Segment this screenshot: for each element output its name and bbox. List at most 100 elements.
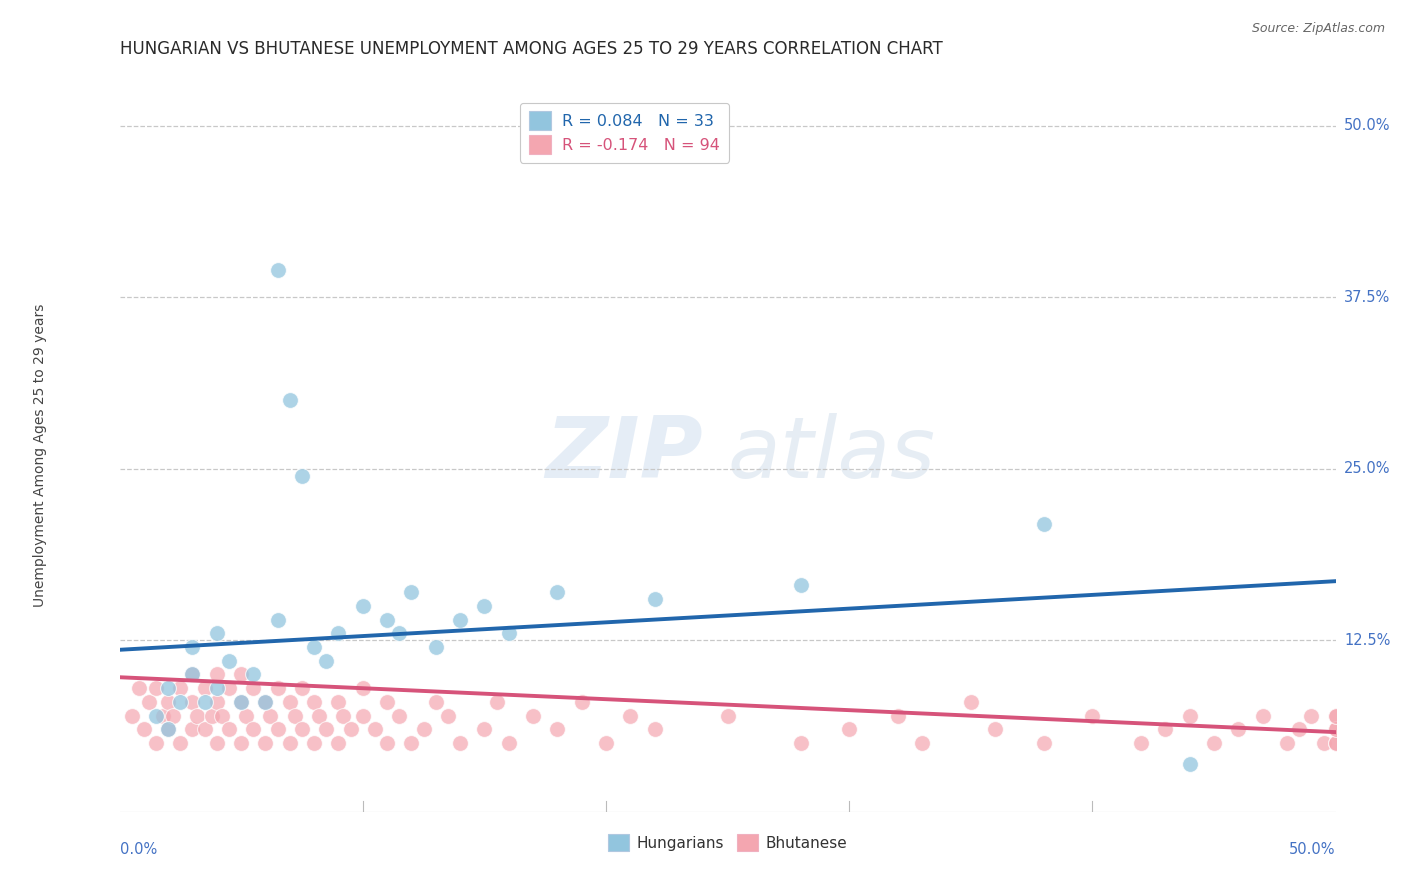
- Point: [1324, 736, 1347, 750]
- Point: [328, 695, 350, 709]
- Point: [498, 626, 520, 640]
- Point: [1251, 708, 1274, 723]
- Point: [138, 695, 160, 709]
- Point: [194, 723, 217, 737]
- Point: [242, 681, 264, 696]
- Point: [181, 723, 204, 737]
- Point: [302, 736, 325, 750]
- Point: [1130, 736, 1153, 750]
- Point: [352, 681, 374, 696]
- Point: [717, 708, 740, 723]
- Point: [1178, 756, 1201, 771]
- Text: Source: ZipAtlas.com: Source: ZipAtlas.com: [1251, 22, 1385, 36]
- Point: [278, 392, 301, 407]
- Point: [425, 640, 447, 654]
- Point: [266, 613, 288, 627]
- Point: [1178, 708, 1201, 723]
- Point: [205, 626, 228, 640]
- Point: [388, 626, 411, 640]
- Point: [266, 262, 288, 277]
- Point: [911, 736, 934, 750]
- Point: [1227, 723, 1250, 737]
- Point: [291, 468, 314, 483]
- Point: [152, 708, 174, 723]
- Text: 0.0%: 0.0%: [120, 842, 156, 857]
- Point: [328, 736, 350, 750]
- Point: [425, 695, 447, 709]
- Point: [472, 599, 496, 613]
- Text: 12.5%: 12.5%: [1344, 632, 1391, 648]
- Point: [1032, 516, 1054, 531]
- Point: [242, 667, 264, 681]
- Point: [169, 681, 191, 696]
- Text: 50.0%: 50.0%: [1289, 842, 1336, 857]
- Text: 25.0%: 25.0%: [1344, 461, 1391, 476]
- Point: [1275, 736, 1298, 750]
- Point: [169, 695, 191, 709]
- Point: [375, 695, 398, 709]
- Point: [339, 723, 361, 737]
- Point: [619, 708, 641, 723]
- Point: [1324, 708, 1347, 723]
- Text: 37.5%: 37.5%: [1344, 290, 1391, 304]
- Point: [352, 708, 374, 723]
- Text: Unemployment Among Ages 25 to 29 years: Unemployment Among Ages 25 to 29 years: [34, 303, 48, 607]
- Point: [498, 736, 520, 750]
- Point: [364, 723, 387, 737]
- Text: HUNGARIAN VS BHUTANESE UNEMPLOYMENT AMONG AGES 25 TO 29 YEARS CORRELATION CHART: HUNGARIAN VS BHUTANESE UNEMPLOYMENT AMON…: [120, 40, 942, 58]
- Point: [254, 736, 277, 750]
- Point: [571, 695, 593, 709]
- Point: [437, 708, 460, 723]
- Point: [412, 723, 434, 737]
- Point: [644, 723, 666, 737]
- Point: [1324, 723, 1347, 737]
- Point: [231, 695, 253, 709]
- Point: [205, 681, 228, 696]
- Point: [291, 681, 314, 696]
- Point: [522, 708, 544, 723]
- Point: [388, 708, 411, 723]
- Point: [1301, 708, 1323, 723]
- Point: [315, 723, 337, 737]
- Point: [218, 723, 240, 737]
- Point: [789, 736, 811, 750]
- Point: [235, 708, 257, 723]
- Point: [284, 708, 307, 723]
- Point: [181, 640, 204, 654]
- Point: [186, 708, 208, 723]
- Point: [291, 723, 314, 737]
- Text: atlas: atlas: [728, 413, 935, 497]
- Point: [194, 695, 217, 709]
- Point: [1204, 736, 1226, 750]
- Point: [1081, 708, 1104, 723]
- Point: [205, 736, 228, 750]
- Point: [308, 708, 330, 723]
- Point: [218, 681, 240, 696]
- Point: [157, 695, 180, 709]
- Point: [1288, 723, 1310, 737]
- Point: [315, 654, 337, 668]
- Point: [205, 667, 228, 681]
- Point: [169, 736, 191, 750]
- Point: [984, 723, 1007, 737]
- Point: [218, 654, 240, 668]
- Point: [181, 667, 204, 681]
- Legend: Hungarians, Bhutanese: Hungarians, Bhutanese: [602, 828, 853, 857]
- Point: [194, 681, 217, 696]
- Point: [157, 723, 180, 737]
- Point: [254, 695, 277, 709]
- Point: [1324, 708, 1347, 723]
- Point: [121, 708, 143, 723]
- Point: [231, 695, 253, 709]
- Point: [278, 736, 301, 750]
- Point: [375, 736, 398, 750]
- Point: [145, 681, 167, 696]
- Point: [1324, 723, 1347, 737]
- Point: [401, 736, 423, 750]
- Point: [162, 708, 184, 723]
- Point: [789, 578, 811, 592]
- Point: [211, 708, 233, 723]
- Point: [401, 585, 423, 599]
- Point: [181, 695, 204, 709]
- Point: [449, 736, 471, 750]
